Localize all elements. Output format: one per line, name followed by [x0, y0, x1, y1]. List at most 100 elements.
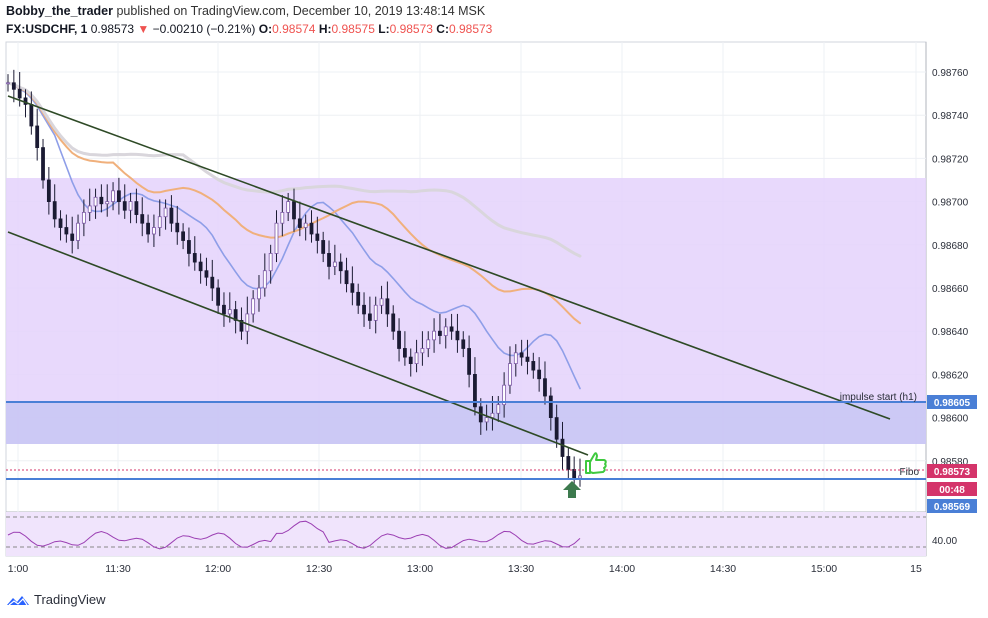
annotation-impulse-start[interactable]: impulse start (h1)	[840, 392, 917, 403]
candle-body	[70, 233, 75, 241]
candle-body	[443, 326, 448, 336]
price-tick-label: 0.98640	[932, 327, 969, 338]
candle-body	[420, 348, 425, 354]
candle-body	[11, 82, 16, 90]
candle-body	[116, 190, 121, 203]
ohlc-legend: FX:USDCHF, 1 0.98573 ▼ −0.00210 (−0.21%)…	[6, 22, 492, 36]
price-labels: 0.98605 0.98573 00:48 0.98569	[927, 395, 977, 513]
candle-body	[251, 298, 256, 315]
candle-body	[455, 330, 460, 341]
candle-body	[367, 313, 372, 321]
high-value: 0.98575	[331, 22, 375, 36]
candle-body	[175, 222, 180, 233]
channel-upper-line[interactable]	[7, 95, 891, 420]
high-label: H:	[318, 22, 332, 36]
tradingview-logo-icon	[7, 595, 29, 605]
candle-body	[309, 222, 314, 235]
candle-body	[327, 253, 331, 267]
tradingview-logo[interactable]: TradingView	[6, 592, 106, 607]
price-tick-label: 0.98760	[932, 68, 969, 79]
time-tick-label: 12:00	[205, 563, 231, 575]
time-tick-label: 12:30	[306, 563, 332, 575]
candle-body	[332, 261, 337, 267]
candle-body	[134, 201, 139, 215]
time-tick-label: 13:30	[508, 563, 534, 575]
price-tick-label: 0.98720	[932, 154, 969, 165]
time-tick-label: 14:00	[609, 563, 635, 575]
candle-body	[280, 211, 285, 224]
candle-body	[548, 395, 553, 419]
candle-body	[122, 201, 127, 211]
candle-body	[449, 326, 454, 332]
candle-body	[467, 348, 472, 375]
thumbs-up-icon	[585, 452, 607, 474]
candle-body	[29, 104, 34, 127]
candle-body	[338, 261, 343, 272]
open-label: O:	[258, 22, 273, 36]
candle-body	[157, 216, 162, 228]
candle-body	[17, 88, 22, 99]
candle-body	[578, 475, 582, 479]
candle-body	[426, 339, 431, 349]
chart-header: Bobby_the_trader published on TradingVie…	[0, 0, 988, 42]
close-label: C:	[436, 22, 449, 36]
candle-body	[385, 298, 390, 315]
candle-body	[262, 270, 267, 289]
candle-body	[397, 330, 401, 349]
candle-body	[239, 319, 244, 332]
candle-body	[87, 205, 92, 213]
candle-body	[566, 456, 571, 470]
time-tick-label: 1:00	[8, 563, 29, 575]
candle-body	[46, 179, 51, 203]
candle-body	[502, 384, 507, 406]
time-axis[interactable]: 1:00 11:30 12:00 12:30 13:00 13:30 14:00 14:30 1…	[8, 563, 922, 575]
candle-body	[543, 378, 547, 397]
candle-body	[222, 304, 226, 315]
candle-body	[402, 348, 407, 358]
time-tick-label: 15:00	[811, 563, 837, 575]
price-tick-label: 0.98580	[932, 457, 969, 468]
candle-body	[35, 125, 40, 149]
candle-body	[432, 330, 436, 341]
price-label-text: 0.98569	[934, 502, 971, 513]
candle-body	[560, 438, 565, 457]
candle-body	[58, 218, 63, 228]
candle-body	[81, 211, 86, 224]
price-axis[interactable]: 0.98760 0.98740 0.98720 0.98700 0.98680 0.986…	[932, 68, 969, 468]
candle-body	[438, 330, 442, 336]
annotation-fibo[interactable]: Fibo	[900, 467, 920, 478]
price-label-box	[927, 464, 977, 478]
demand-zone	[6, 402, 926, 444]
close-value: 0.98573	[448, 22, 493, 36]
candle-body	[554, 417, 559, 440]
candle-body	[257, 287, 261, 300]
candle-body	[321, 240, 326, 254]
candle-body	[152, 227, 156, 235]
candle-body	[484, 417, 489, 423]
candle-body	[408, 356, 413, 364]
up-arrow-icon	[563, 481, 581, 498]
price-tick-label: 0.98660	[932, 284, 969, 295]
time-tick-label: 11:30	[105, 563, 131, 575]
candle-body	[233, 309, 238, 321]
candle-body	[496, 404, 501, 414]
price-chart[interactable]: impulse start (h1) Fibo 40.00 0.987600.9…	[0, 0, 988, 586]
candle-body	[414, 352, 419, 364]
time-tick-label: 14:30	[710, 563, 736, 575]
rsi-line	[7, 520, 581, 550]
candle-body	[245, 313, 250, 332]
time-tick-label: 15	[910, 563, 922, 575]
channel-lower-line[interactable]	[7, 231, 589, 456]
candle-body	[286, 201, 291, 213]
candle-body	[181, 231, 186, 241]
candle-body	[356, 291, 361, 306]
author-name[interactable]: Bobby_the_trader	[6, 4, 113, 18]
candle-body	[519, 352, 524, 358]
symbol-label[interactable]: FX:USDCHF, 1	[6, 22, 88, 36]
rsi-background	[6, 512, 926, 556]
candle-body	[163, 207, 168, 218]
candle-body	[292, 201, 296, 220]
price-label-text: 0.98573	[934, 467, 971, 478]
low-value: 0.98573	[389, 22, 433, 36]
candle-body	[93, 196, 98, 207]
